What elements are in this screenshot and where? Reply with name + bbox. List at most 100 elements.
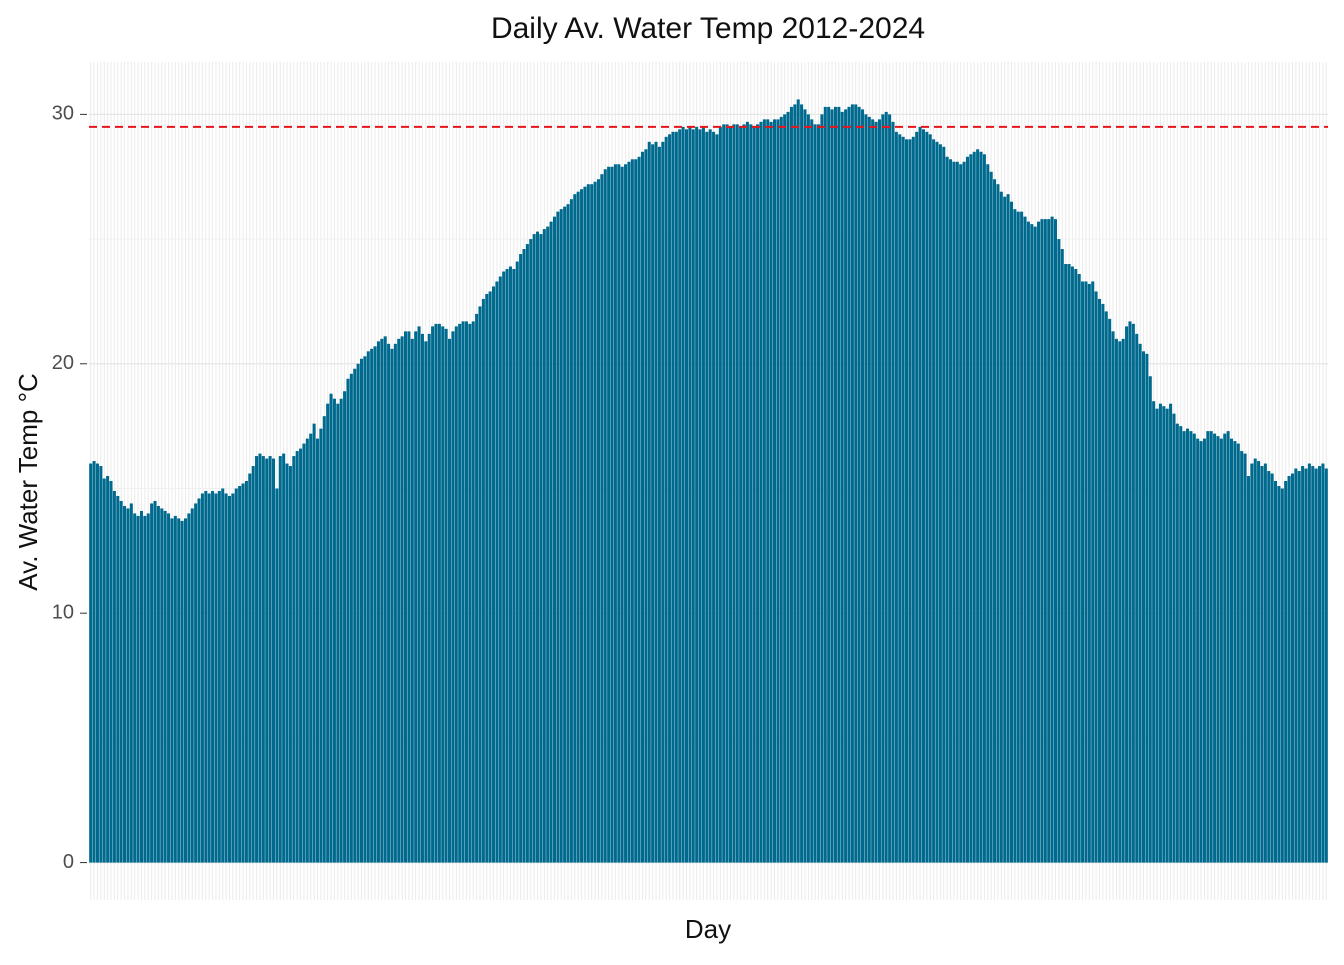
- bar: [1064, 264, 1068, 863]
- bar: [539, 234, 543, 863]
- bar: [657, 146, 661, 863]
- bar: [1108, 318, 1112, 863]
- bar: [1155, 408, 1159, 863]
- bar: [752, 126, 756, 863]
- bar: [407, 331, 411, 863]
- bar: [146, 513, 150, 863]
- bar: [315, 438, 320, 863]
- bar: [1263, 463, 1267, 863]
- bar: [803, 109, 807, 863]
- y-axis-label: Av. Water Temp °C: [13, 373, 43, 591]
- bar: [160, 508, 164, 863]
- bar: [566, 204, 570, 863]
- bar: [563, 206, 567, 863]
- bar: [1101, 303, 1105, 863]
- bar: [515, 261, 519, 863]
- bar: [976, 149, 980, 863]
- bar: [1267, 471, 1271, 863]
- bar: [1043, 219, 1047, 863]
- bar: [583, 186, 587, 863]
- bar: [905, 139, 909, 863]
- bar: [1311, 466, 1315, 863]
- bar: [505, 269, 509, 863]
- bar: [485, 293, 489, 863]
- bar: [299, 448, 303, 863]
- bar: [1196, 438, 1200, 863]
- bar: [1172, 413, 1176, 863]
- bar: [126, 508, 130, 863]
- bar: [1202, 438, 1206, 863]
- bar: [644, 149, 648, 863]
- bar: [749, 124, 753, 863]
- bar: [661, 141, 665, 863]
- bar: [949, 159, 953, 863]
- bar: [779, 116, 783, 863]
- bar: [471, 321, 475, 863]
- bar: [1009, 201, 1014, 863]
- bar: [664, 136, 668, 863]
- bar: [1097, 298, 1102, 863]
- bar: [634, 159, 638, 863]
- bar: [874, 121, 878, 863]
- bar: [427, 333, 431, 863]
- bar: [329, 393, 333, 863]
- bar: [1003, 196, 1007, 863]
- bar: [590, 184, 594, 863]
- bar: [938, 144, 942, 863]
- bar: [962, 161, 966, 863]
- bar: [1260, 466, 1264, 863]
- bar: [668, 134, 672, 863]
- bar: [424, 341, 428, 863]
- x-axis-label: Day: [685, 914, 731, 944]
- bar: [1087, 283, 1091, 863]
- bar: [197, 498, 201, 863]
- bar: [488, 291, 492, 863]
- bar: [353, 368, 357, 863]
- bar: [1060, 249, 1064, 863]
- bar: [911, 136, 915, 863]
- bar: [864, 114, 868, 863]
- bar: [431, 326, 435, 863]
- bar: [894, 131, 898, 863]
- bar: [248, 473, 252, 863]
- bar: [231, 493, 235, 863]
- bar: [1050, 216, 1054, 863]
- bar: [640, 151, 645, 863]
- bar: [1185, 428, 1190, 863]
- bar: [891, 121, 895, 863]
- bar: [339, 398, 343, 863]
- bar: [519, 254, 523, 863]
- bar: [139, 510, 143, 863]
- bar: [1233, 441, 1237, 863]
- bar: [1307, 463, 1311, 863]
- bar: [133, 513, 137, 863]
- bar: [806, 114, 810, 863]
- bar: [1199, 441, 1203, 863]
- bar: [1104, 311, 1108, 863]
- bar: [417, 326, 421, 863]
- bar: [722, 124, 726, 863]
- bar: [397, 338, 401, 863]
- bar: [989, 171, 993, 863]
- bar: [1284, 481, 1288, 863]
- bar: [1324, 468, 1328, 863]
- bar: [1219, 438, 1223, 863]
- bar: [261, 456, 265, 863]
- bar: [1314, 468, 1318, 863]
- bar: [651, 144, 655, 863]
- bar: [857, 106, 861, 863]
- bar: [1091, 281, 1095, 863]
- bar: [1240, 451, 1244, 863]
- bar: [1287, 476, 1291, 863]
- bar: [102, 478, 106, 863]
- bar: [1158, 403, 1162, 863]
- bar: [373, 346, 377, 863]
- y-tick-label: 20: [52, 352, 74, 374]
- bar: [89, 463, 93, 863]
- bar: [620, 166, 624, 863]
- bar: [942, 146, 946, 863]
- bar: [468, 323, 472, 863]
- bar: [647, 141, 651, 863]
- bar: [288, 466, 292, 863]
